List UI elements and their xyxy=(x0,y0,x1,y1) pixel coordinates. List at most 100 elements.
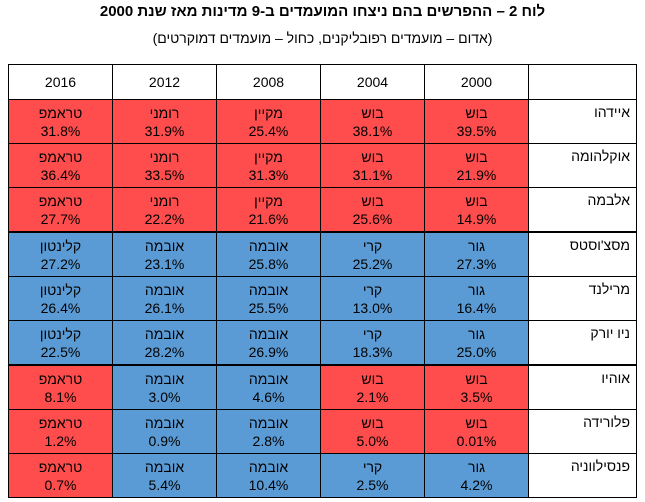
result-cell: טראמפ 36.4% xyxy=(8,143,113,188)
margin-percent: 25.5% xyxy=(248,299,289,316)
margin-percent: 25.8% xyxy=(248,255,289,272)
result-cell: גור 25.0% xyxy=(424,320,529,366)
result-cell: בוש 21.9% xyxy=(424,143,529,188)
candidate-name: בוש xyxy=(361,370,384,387)
table-title: לוח 2 – ההפרשים בהם ניצחו המועמדים ב-9 מ… xyxy=(99,3,546,20)
margin-percent: 26.9% xyxy=(248,343,289,360)
header-year: 2008 xyxy=(216,64,321,100)
margin-percent: 27.7% xyxy=(40,210,81,227)
result-cell: אובמה 23.1% xyxy=(112,231,217,277)
candidate-name: גור xyxy=(467,458,486,475)
margin-percent: 25.2% xyxy=(352,255,393,272)
candidate-name: בוש xyxy=(465,370,488,387)
candidate-name: בוש xyxy=(465,414,488,431)
candidate-name: קרי xyxy=(362,281,383,298)
candidate-name: רומני xyxy=(149,148,180,165)
header-row: 2000 2004 2008 2012 2016 xyxy=(8,64,637,100)
margin-percent: 2.1% xyxy=(356,388,389,405)
table-row: מרילנד גור 16.4% קרי 13.0% אובמה 25.5% אובמה 26.… xyxy=(8,276,637,321)
result-cell: רומני 31.9% xyxy=(112,99,217,144)
candidate-name: טראמפ xyxy=(38,192,83,209)
margin-percent: 18.3% xyxy=(352,343,393,360)
margin-percent: 33.5% xyxy=(144,166,185,183)
header-year: 2016 xyxy=(8,64,113,100)
state-name: ניו יורק xyxy=(528,320,637,366)
candidate-name: בוש xyxy=(361,414,384,431)
result-cell: אובמה 3.0% xyxy=(112,364,217,410)
candidate-name: בוש xyxy=(361,148,384,165)
margin-percent: 1.2% xyxy=(44,432,77,449)
candidate-name: בוש xyxy=(465,104,488,121)
margin-percent: 5.0% xyxy=(356,432,389,449)
header-year: 2000 xyxy=(424,64,529,100)
table-row: מסצ'וסטס גור 27.3% קרי 25.2% אובמה 25.8% אובמה 2… xyxy=(8,231,637,277)
candidate-name: טראמפ xyxy=(38,414,83,431)
table-row: אוהיו בוש 3.5% בוש 2.1% אובמה 4.6% אובמה 3.0% טרא… xyxy=(8,364,637,410)
state-name: אוהיו xyxy=(528,364,637,410)
margin-percent: 27.3% xyxy=(456,255,497,272)
header-year: 2004 xyxy=(320,64,425,100)
margin-percent: 21.9% xyxy=(456,166,497,183)
margin-percent: 27.2% xyxy=(40,255,81,272)
candidate-name: אובמה xyxy=(144,370,185,387)
result-cell: קרי 13.0% xyxy=(320,276,425,321)
state-name: אלבמה xyxy=(528,187,637,233)
candidate-name: קלינטון xyxy=(39,281,82,298)
candidate-name: אובמה xyxy=(248,325,289,342)
table-row: ניו יורק גור 25.0% קרי 18.3% אובמה 26.9% אובמה 2… xyxy=(8,320,637,366)
result-cell: בוש 38.1% xyxy=(320,99,425,144)
result-cell: אובמה 10.4% xyxy=(216,453,321,498)
result-cell: בוש 5.0% xyxy=(320,409,425,454)
margin-percent: 0.7% xyxy=(44,476,77,493)
margin-percent: 31.3% xyxy=(248,166,289,183)
result-cell: טראמפ 31.8% xyxy=(8,99,113,144)
margin-percent: 2.8% xyxy=(252,432,285,449)
margin-percent: 5.4% xyxy=(148,476,181,493)
candidate-name: מקיין xyxy=(254,148,283,165)
margin-percent: 4.2% xyxy=(460,476,493,493)
table-row: פלורידה בוש 0.01% בוש 5.0% אובמה 2.8% אובמה 0.9%… xyxy=(8,409,637,454)
table-row: פנסילווניה גור 4.2% קרי 2.5% אובמה 10.4% אובמה 5… xyxy=(8,453,637,498)
state-name: איידהו xyxy=(528,99,637,144)
result-cell: גור 4.2% xyxy=(424,453,529,498)
result-cell: קרי 2.5% xyxy=(320,453,425,498)
margin-percent: 22.5% xyxy=(40,343,81,360)
result-cell: בוש 2.1% xyxy=(320,364,425,410)
candidate-name: אובמה xyxy=(144,325,185,342)
margin-percent: 26.1% xyxy=(144,299,185,316)
state-name: מסצ'וסטס xyxy=(528,231,637,277)
margin-percent: 0.9% xyxy=(148,432,181,449)
result-cell: אובמה 26.9% xyxy=(216,320,321,366)
margin-percent: 28.2% xyxy=(144,343,185,360)
candidate-name: אובמה xyxy=(248,281,289,298)
candidate-name: מקיין xyxy=(254,192,283,209)
margin-percent: 16.4% xyxy=(456,299,497,316)
margin-percent: 26.4% xyxy=(40,299,81,316)
margin-percent: 31.1% xyxy=(352,166,393,183)
result-cell: בוש 3.5% xyxy=(424,364,529,410)
result-cell: בוש 31.1% xyxy=(320,143,425,188)
candidate-name: מקיין xyxy=(254,104,283,121)
candidate-name: בוש xyxy=(361,192,384,209)
result-cell: אובמה 4.6% xyxy=(216,364,321,410)
margin-percent: 22.2% xyxy=(144,210,185,227)
result-cell: גור 16.4% xyxy=(424,276,529,321)
margin-percent: 25.6% xyxy=(352,210,393,227)
candidate-name: אובמה xyxy=(248,370,289,387)
result-cell: אובמה 0.9% xyxy=(112,409,217,454)
candidate-name: קרי xyxy=(362,237,383,254)
margin-percent: 8.1% xyxy=(44,388,77,405)
state-name: אוקלהומה xyxy=(528,143,637,188)
result-cell: אובמה 26.1% xyxy=(112,276,217,321)
margin-percent: 4.6% xyxy=(252,388,285,405)
candidate-name: בוש xyxy=(465,148,488,165)
result-cell: קלינטון 26.4% xyxy=(8,276,113,321)
result-cell: רומני 22.2% xyxy=(112,187,217,233)
result-cell: מקיין 25.4% xyxy=(216,99,321,144)
result-cell: טראמפ 0.7% xyxy=(8,453,113,498)
margin-percent: 25.0% xyxy=(456,343,497,360)
candidate-name: אובמה xyxy=(144,281,185,298)
result-cell: בוש 14.9% xyxy=(424,187,529,233)
result-cell: בוש 0.01% xyxy=(424,409,529,454)
result-cell: בוש 39.5% xyxy=(424,99,529,144)
